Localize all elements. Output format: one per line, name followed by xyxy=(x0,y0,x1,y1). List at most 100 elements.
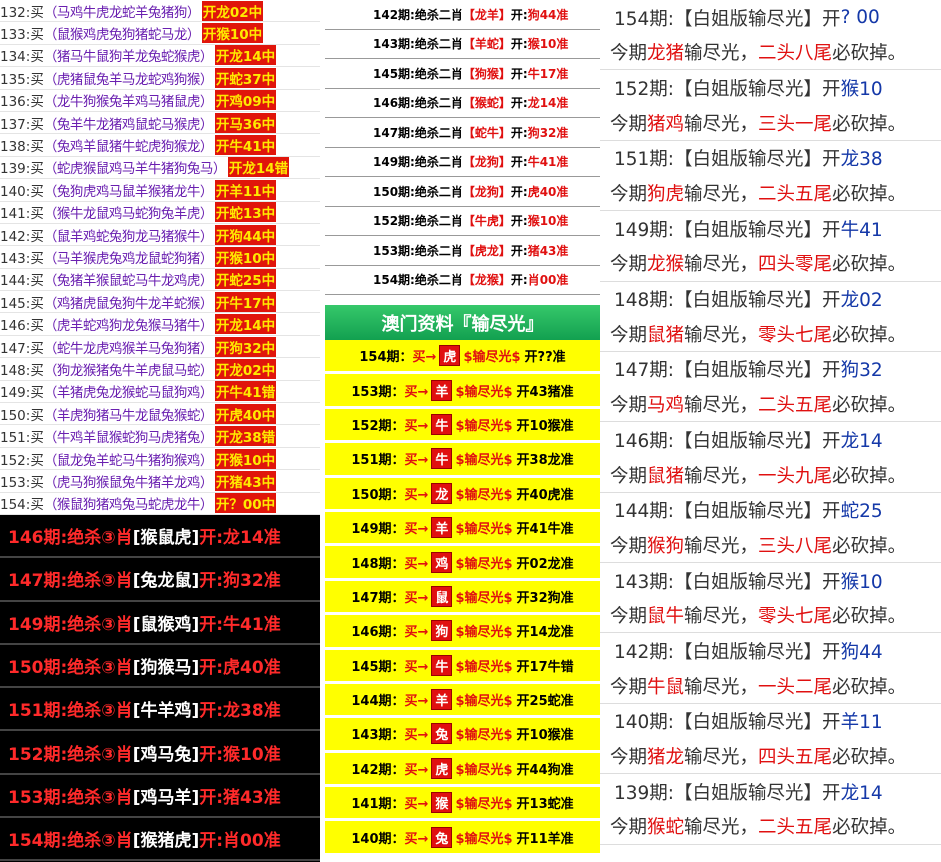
result: 开鸡09中 xyxy=(214,90,277,111)
result: 开02龙准 xyxy=(516,556,574,572)
line-mid: 输尽光， xyxy=(684,676,759,698)
line-end: 必砍掉。 xyxy=(832,43,907,65)
period: 152:买 xyxy=(0,452,44,469)
pair: 鼠猪 xyxy=(647,324,685,346)
heading: 【白姐版输尽光】开 xyxy=(674,782,841,804)
period: 148期： xyxy=(351,556,405,572)
buy-row: 154:买 （猴鼠狗猪鸡兔马蛇虎龙牛） 开？00中 xyxy=(0,493,320,515)
line-start: 今期 xyxy=(610,254,648,276)
kill-two-row: 147期:绝杀二肖 【蛇牛】 开: 狗32准 xyxy=(325,118,600,148)
result: 开44狗准 xyxy=(516,762,574,778)
pick: 羊 xyxy=(431,379,453,401)
result: 开牛41错 xyxy=(214,381,277,402)
result: 开10猴准 xyxy=(516,418,574,434)
baijie-heading-row: 142期: 【白姐版输尽光】开 狗44 xyxy=(600,633,941,668)
result: 开32狗准 xyxy=(516,590,574,606)
kill-two-row: 152期:绝杀二肖 【牛虎】 开: 猴10准 xyxy=(325,207,600,236)
pair: 猪龙 xyxy=(647,747,685,769)
pick: [鸡马兔] xyxy=(132,744,200,765)
baijie-line-row: 今期 猴蛇 输尽光， 二头五尾 必砍掉。 xyxy=(600,809,941,845)
macau-row: 151期： 买→ 牛 $输尽光$ 开38龙准 xyxy=(325,443,600,478)
lose-label: $输尽光$ xyxy=(455,797,513,813)
macau-row: 147期： 买→ 鼠 $输尽光$ 开32狗准 xyxy=(325,580,600,616)
kill-two-row: 142期:绝杀二肖 【龙羊】 开: 狗44准 xyxy=(325,0,600,30)
period: 151:买 xyxy=(0,430,44,447)
period: 134:买 xyxy=(0,49,44,66)
pick: （猪马牛鼠狗羊龙兔蛇猴虎） xyxy=(43,49,214,66)
result: 开虎40中 xyxy=(214,403,277,424)
period: 143期:绝杀二肖 xyxy=(373,37,463,52)
kill-three-list: 146期:绝杀③肖 [猴鼠虎] 开:龙14准 147期:绝杀③肖 [兔龙鼠] 开:狗32准… xyxy=(0,515,320,862)
period: 132:买 xyxy=(0,4,44,21)
line-start: 今期 xyxy=(610,113,648,135)
period: 152期:绝杀二肖 xyxy=(373,214,463,229)
pick: （蛇虎猴鼠鸡马羊牛猪狗兔马） xyxy=(43,161,227,178)
kill-two-row: 149期:绝杀二肖 【龙狗】 开: 牛41准 xyxy=(325,148,600,177)
kill-three-row: 147期:绝杀③肖 [兔龙鼠] 开:狗32准 xyxy=(0,558,320,602)
buy-label: 买→ xyxy=(404,590,429,606)
period: 145期:绝杀二肖 xyxy=(373,66,463,81)
result: 开:牛41准 xyxy=(199,614,281,635)
buy-label: 买→ xyxy=(404,728,429,744)
line-end: 必砍掉。 xyxy=(832,395,907,417)
period: 141:买 xyxy=(0,206,44,223)
baijie-heading-row: 143期: 【白姐版输尽光】开 猴10 xyxy=(600,563,941,598)
pick: [猴猪虎] xyxy=(132,831,200,852)
kill-three-row: 149期:绝杀③肖 [鼠猴鸡] 开:牛41准 xyxy=(0,602,320,645)
buy-row: 147:买 （蛇牛龙虎鸡猴羊马兔狗猪） 开狗32中 xyxy=(0,336,320,359)
line-start: 今期 xyxy=(610,465,648,487)
buy-row: 149:买 （羊猪虎兔龙猴蛇马鼠狗鸡） 开牛41错 xyxy=(0,381,320,404)
open-label: 开: xyxy=(510,37,528,52)
pick: [狗猴马] xyxy=(132,658,200,679)
pick: 【蛇牛】 xyxy=(462,125,511,140)
heading: 【白姐版输尽光】开 xyxy=(674,501,841,523)
line-start: 今期 xyxy=(610,184,648,206)
baijie-heading-row: 139期: 【白姐版输尽光】开 龙14 xyxy=(600,774,941,809)
period: 143:买 xyxy=(0,250,44,267)
baijie-line-row: 今期 鼠猪 输尽光， 零头七尾 必砍掉。 xyxy=(600,317,941,352)
buy-label: 买→ xyxy=(404,625,429,641)
period: 149期:绝杀二肖 xyxy=(373,155,463,170)
pick: 【羊蛇】 xyxy=(462,37,511,52)
heading: 【白姐版输尽光】开 xyxy=(674,8,841,30)
period: 142期： xyxy=(351,762,405,778)
pick: 【龙猴】 xyxy=(462,273,511,288)
macau-row: 140期： 买→ 兔 $输尽光$ 开11羊准 xyxy=(325,821,600,856)
pick: （狗龙猴猪兔牛羊虎鼠马蛇） xyxy=(43,362,214,379)
result: 猴10准 xyxy=(527,37,569,52)
period: 144:买 xyxy=(0,273,44,290)
buy-label: 买→ xyxy=(404,418,429,434)
buy-label: 买→ xyxy=(404,522,429,538)
macau-row: 150期： 买→ 龙 $输尽光$ 开40虎准 xyxy=(325,477,600,512)
pair: 狗虎 xyxy=(647,184,685,206)
open-label: 开: xyxy=(510,214,528,229)
macau-row: 146期： 买→ 狗 $输尽光$ 开14龙准 xyxy=(325,615,600,650)
line-start: 今期 xyxy=(610,676,648,698)
result: 开龙14错 xyxy=(227,157,290,178)
result: 猴10准 xyxy=(527,214,569,229)
period: 149期: xyxy=(614,219,675,241)
pick: 鼠 xyxy=(431,585,453,607)
tail: 二头五尾 xyxy=(758,395,833,417)
period: 149期： xyxy=(351,522,405,538)
result: 龙38 xyxy=(840,149,883,171)
tail: 二头五尾 xyxy=(758,184,833,206)
line-end: 必砍掉。 xyxy=(832,113,907,135)
result: 开:猪43准 xyxy=(199,787,281,808)
period: 153期： xyxy=(351,384,405,400)
pick: 牛 xyxy=(431,413,453,435)
result: 狗32 xyxy=(840,360,883,382)
line-mid: 输尽光， xyxy=(684,817,759,839)
open-label: 开: xyxy=(510,184,528,199)
line-start: 今期 xyxy=(610,606,648,628)
buy-list: 132:买 （马鸡牛虎龙蛇羊兔猪狗） 开龙02中 133:买 （鼠猴鸡虎兔狗猪蛇马龙）开… xyxy=(0,0,320,515)
open-label: 开: xyxy=(510,155,528,170)
pick: （蛇牛龙虎鸡猴羊马兔狗猪） xyxy=(43,340,214,357)
period: 154期: xyxy=(614,8,675,30)
line-end: 必砍掉。 xyxy=(832,676,907,698)
buy-label: 买→ xyxy=(404,453,429,469)
pair: 猴蛇 xyxy=(647,817,685,839)
baijie-heading-row: 144期: 【白姐版输尽光】开 蛇25 xyxy=(600,493,941,528)
tail: 三头八尾 xyxy=(758,535,833,557)
pair: 龙猪 xyxy=(647,43,685,65)
